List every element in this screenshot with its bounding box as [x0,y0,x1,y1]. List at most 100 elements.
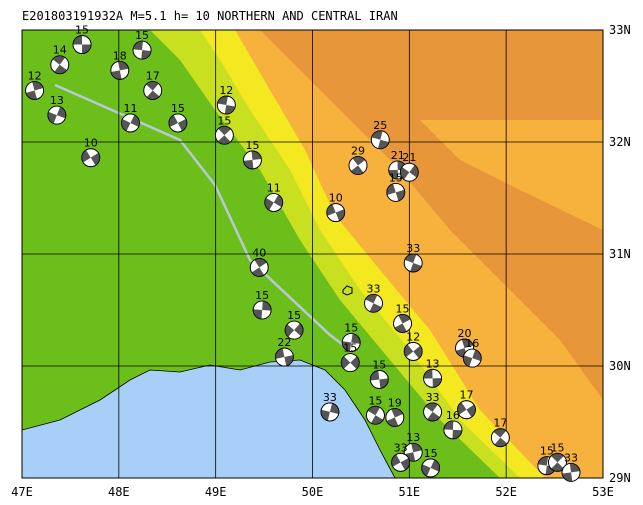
focal-mechanism [243,150,262,170]
focal-mechanism [252,300,272,320]
compression [427,411,440,421]
depth-label: 15 [287,309,301,322]
plateau [420,120,603,230]
compression [562,472,573,482]
ball-outline [143,81,163,100]
depth-label: 17 [493,417,507,430]
ball-outline [214,125,234,145]
depth-label: 12 [28,69,42,82]
depth-label: 33 [394,441,408,454]
focal-mechanism [168,113,188,133]
x-tick-label: 50E [302,485,324,499]
x-tick-label: 48E [108,485,130,499]
depth-label: 40 [252,246,266,259]
compression [121,119,131,132]
focal-mechanism [443,420,463,440]
focal-mechanism [386,182,406,202]
ball-outline [561,462,581,482]
ball-outline [72,35,92,54]
depth-label: 14 [53,44,67,57]
compression [133,41,143,51]
depth-label: 12 [406,330,420,343]
focal-mechanism [320,402,340,422]
ball-outline [320,402,340,422]
compression [370,415,384,425]
compression [551,453,564,463]
focal-mechanism [403,442,423,462]
focal-mechanism [47,105,67,125]
focal-mechanism [548,452,567,472]
compression [370,370,380,381]
compression [421,464,431,477]
focal-mechanism [421,458,441,478]
ball-outline [264,193,284,212]
compression [168,114,178,128]
compression [369,303,382,313]
ball-outline [364,293,383,313]
compression [217,96,228,106]
compression [251,150,262,160]
depth-label: 15 [255,289,269,302]
compression [404,452,416,462]
compression [177,118,187,131]
compression [430,459,440,472]
ball-outline [284,320,304,340]
compression [365,294,378,304]
sea [22,359,396,478]
compression [379,378,389,389]
depth-label: 15 [550,441,564,454]
compression [425,402,438,412]
ball-outline [340,353,360,373]
x-tick-label: 53E [592,485,614,499]
ball-outline [548,452,567,472]
compression [342,341,352,352]
depth-label: 15 [396,302,410,315]
focal-mechanism [249,258,269,277]
x-tick-label: 47E [11,485,33,499]
y-tick-label: 30N [609,359,631,373]
ball-outline [366,405,385,425]
compression [494,437,508,447]
ball-outline [443,420,463,440]
depth-label: 33 [426,391,440,404]
depth-label: 10 [84,137,98,150]
focal-mechanism [561,462,581,482]
compression [457,402,467,415]
depth-label: 11 [267,181,281,194]
compression [285,324,295,337]
compression [224,105,236,115]
compression [551,462,564,472]
depth-label: 12 [219,84,233,97]
focal-mechanism [348,156,368,175]
depth-label: 15 [372,358,386,371]
depth-label: 20 [458,327,472,340]
depth-label: 13 [426,357,440,370]
x-tick-label: 52E [495,485,517,499]
compression [569,463,580,473]
focal-mechanism [423,402,442,422]
depth-label: 15 [368,394,382,407]
compression [400,457,410,471]
focal-mechanism [370,130,390,150]
compression [351,333,361,344]
compression [118,61,129,71]
focal-mechanism [50,55,70,75]
compression [73,35,83,45]
compression [130,114,140,127]
compression [54,64,67,74]
focal-mechanism [385,408,405,427]
ball-outline [403,342,423,361]
depth-label: 15 [75,24,89,37]
compression [493,428,507,438]
ball-outline [50,55,70,75]
depth-label: 19 [388,397,402,410]
compression [251,267,265,277]
focal-mechanism [366,405,385,425]
compression [452,429,462,439]
ball-outline [168,113,188,133]
focal-mechanism [403,253,423,273]
depth-label: 15 [424,447,438,460]
depth-label: 15 [540,445,554,458]
focal-mechanism [399,162,419,182]
